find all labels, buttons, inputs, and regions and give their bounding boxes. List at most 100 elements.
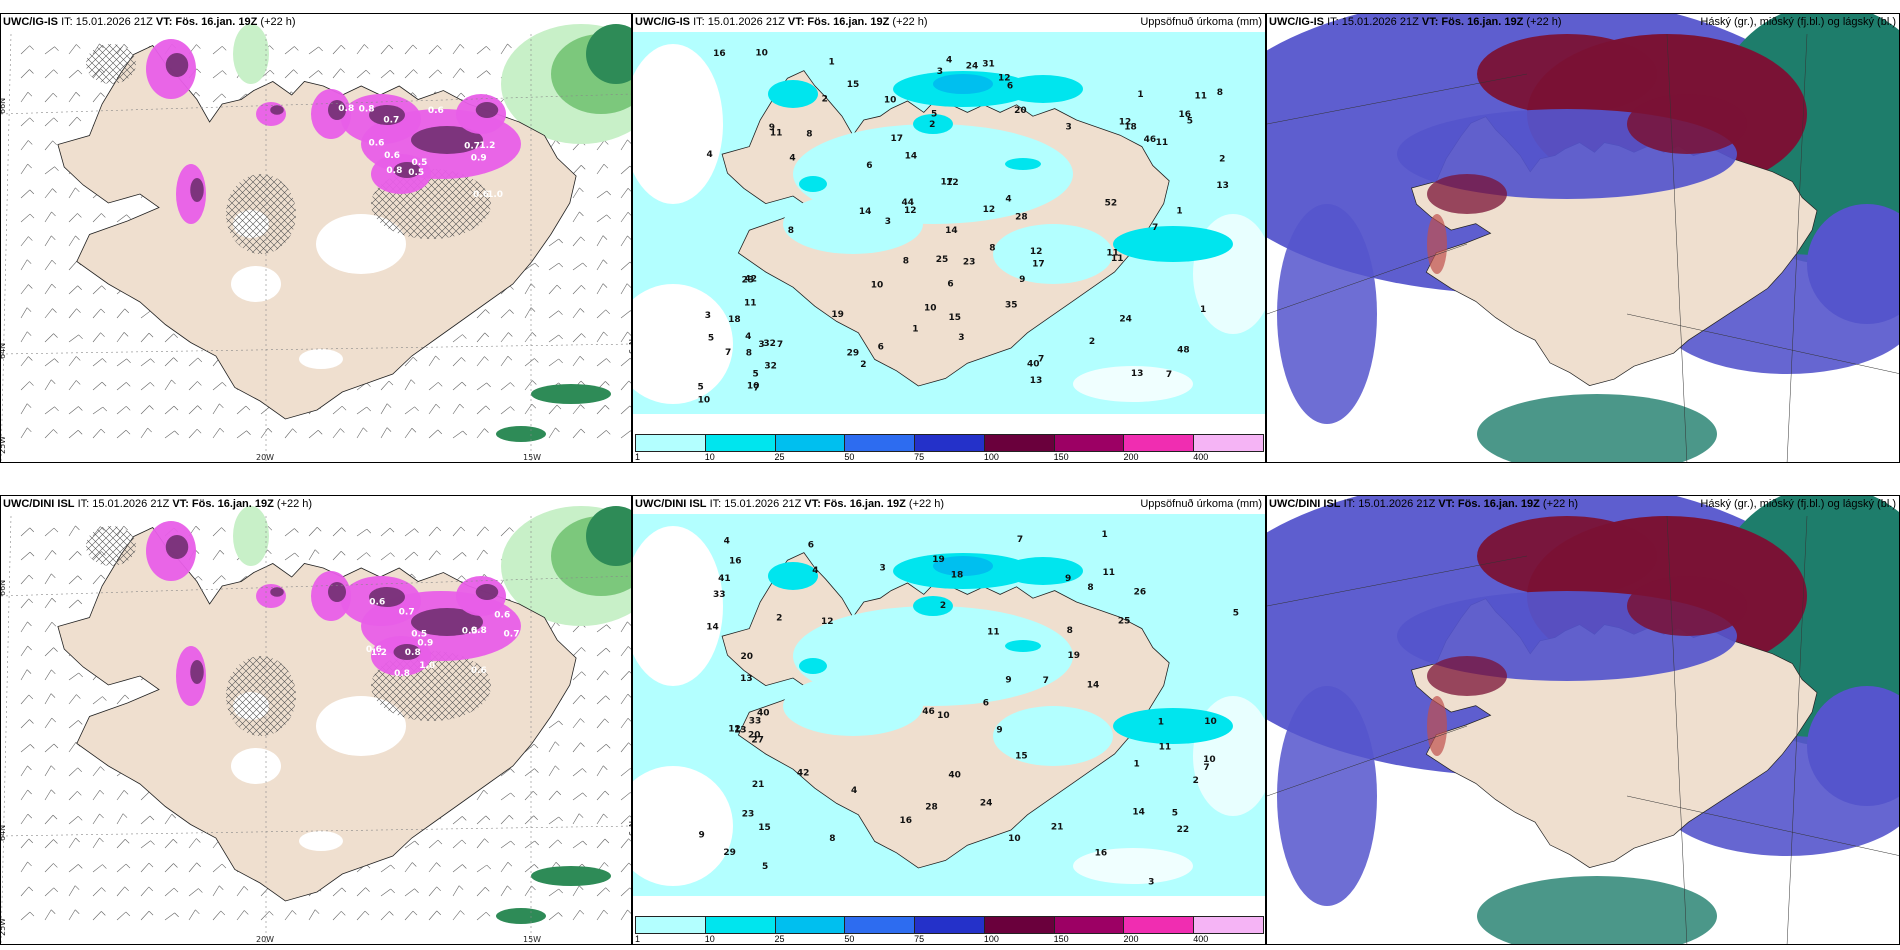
wind-barb-flag — [76, 116, 82, 122]
wind-barb-flag — [53, 333, 58, 338]
snow-value-label: 0.6 — [384, 151, 400, 161]
wind-barb-flag — [245, 405, 251, 411]
wind-barb — [500, 815, 510, 825]
wind-barb-flag — [51, 717, 56, 723]
wind-barb-flag — [558, 912, 563, 917]
precip-value: 14 — [945, 226, 958, 236]
wind-barb — [44, 260, 53, 271]
wind-barb-flag — [148, 886, 154, 892]
wind-barb-flag — [124, 308, 129, 314]
wind-barb — [284, 69, 294, 79]
model-name: UWC/DINI ISL — [3, 498, 75, 510]
precip-value: 14 — [859, 207, 872, 217]
valid-time: Fös. 16.jan. 19Z — [823, 498, 906, 510]
wind-barb-flag — [29, 45, 34, 50]
wind-barb-flag — [582, 262, 587, 268]
wind-barb — [92, 285, 102, 295]
precip-value: 1 — [1176, 207, 1182, 217]
wind-barb — [452, 357, 462, 367]
wind-barb-flag — [28, 574, 34, 580]
wind-barb-flag — [173, 839, 178, 844]
wind-barb-flag — [267, 428, 273, 433]
wind-barb — [596, 164, 605, 175]
precip-value: 48 — [1177, 345, 1190, 355]
wind-barb — [524, 283, 532, 295]
wind-barb — [572, 356, 581, 367]
wind-barb-flag — [75, 837, 80, 843]
wind-barb — [500, 406, 511, 415]
axis-label: 15W — [523, 453, 541, 462]
wind-barb — [620, 621, 628, 633]
wind-barb — [452, 68, 461, 79]
wind-barb — [92, 358, 103, 367]
precip-value: 31 — [982, 59, 995, 69]
wind-barb-flag — [316, 527, 322, 532]
snow-value-label: 1.0 — [419, 661, 435, 671]
wind-barb — [116, 886, 125, 897]
wind-barb-flag — [54, 406, 59, 411]
wind-barb — [332, 551, 342, 561]
wind-barb-flag — [294, 46, 299, 51]
wind-barb — [20, 356, 29, 367]
legend-label: 10 — [704, 934, 715, 944]
wind-barb — [524, 332, 533, 343]
wind-barb — [308, 549, 316, 561]
wind-barb-flag — [52, 92, 58, 98]
wind-barb — [68, 720, 79, 729]
wind-barb — [500, 862, 509, 873]
wind-barb — [572, 694, 582, 705]
wind-barb — [356, 69, 367, 79]
wind-barb-flag — [102, 864, 107, 869]
wind-barb-flag — [628, 862, 631, 866]
wind-barb-flag — [27, 163, 32, 169]
wind-barb-flag — [294, 552, 299, 558]
wind-barb — [620, 887, 630, 897]
field-blob — [1113, 226, 1233, 262]
precip-value: 2 — [929, 120, 935, 130]
wind-barb — [44, 527, 55, 537]
precip-value: 7 — [1152, 223, 1158, 233]
wind-barb — [572, 308, 581, 319]
wind-barb-flag — [485, 309, 490, 314]
wind-barb-flag — [627, 139, 631, 144]
wind-barb — [92, 308, 102, 319]
wind-barb — [44, 406, 55, 415]
wind-barb-flag — [318, 46, 323, 52]
wind-barb-flag — [29, 911, 35, 917]
wind-barb — [68, 575, 78, 585]
wind-barb — [92, 696, 103, 705]
wind-barb — [428, 382, 439, 391]
valid-time: Fös. 16.jan. 19Z — [1441, 16, 1524, 28]
wind-barb-flag — [580, 404, 585, 409]
precip-legend-labels: 1 10 25 50 75 100 150 200 400 — [635, 452, 1263, 462]
panel-header: UWC/DINI ISL IT: 15.01.2026 21Z VT: Fös.… — [3, 498, 312, 511]
snow-value-label: 1.2 — [371, 648, 387, 658]
precip-value: 8 — [1217, 88, 1223, 98]
wind-barb — [572, 718, 581, 729]
wind-barb — [20, 307, 28, 319]
precip-value: 8 — [903, 257, 909, 267]
wind-barb-flag — [510, 406, 515, 411]
wind-barb — [116, 863, 127, 873]
wind-barb-flag — [628, 671, 631, 674]
wind-barb-flag — [219, 885, 224, 890]
wind-barb-flag — [28, 886, 34, 892]
wind-barb-flag — [51, 909, 56, 914]
wind-barb-flag — [604, 718, 609, 724]
wind-barb — [116, 694, 126, 705]
precip-value: 6 — [878, 342, 884, 352]
panel-cloud-igis: UWC/IG-IS IT: 15.01.2026 21Z VT: Fös. 16… — [1266, 13, 1900, 463]
wind-barb-flag — [219, 427, 225, 433]
wind-barb-flag — [197, 381, 202, 386]
wind-barb — [20, 189, 31, 199]
wind-barb-flag — [486, 864, 492, 870]
field-blob — [1427, 214, 1447, 274]
precip-value: 7 — [753, 384, 759, 394]
wind-barb — [284, 46, 295, 55]
wind-barb — [596, 909, 605, 921]
wind-barb — [620, 671, 630, 681]
precip-value: 10 — [1203, 755, 1216, 765]
graticule-line — [1666, 515, 1688, 944]
wind-barb — [428, 862, 437, 873]
wind-barb — [260, 406, 271, 415]
